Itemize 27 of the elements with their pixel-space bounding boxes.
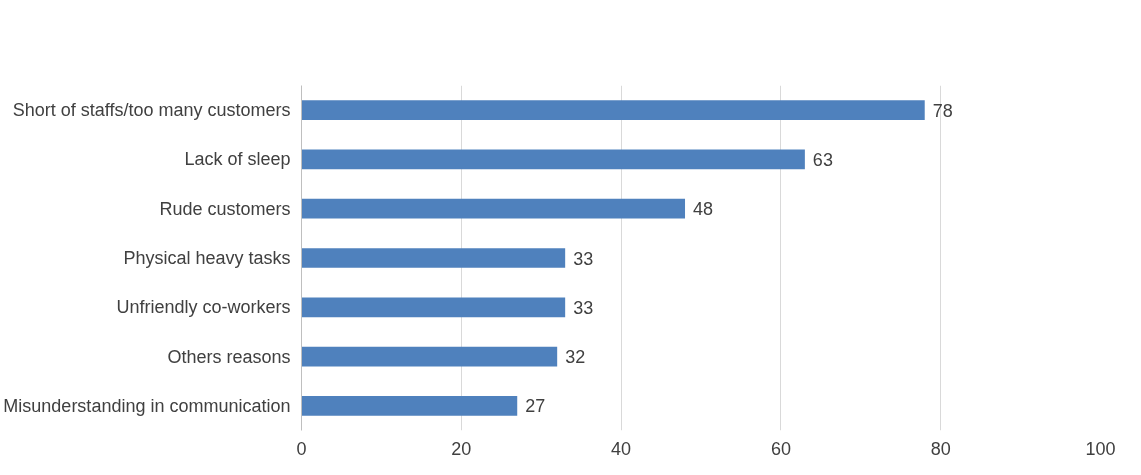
data-label: 33	[573, 248, 594, 269]
x-tick-label: 0	[296, 438, 307, 459]
data-label: 27	[525, 396, 546, 417]
data-label: 78	[932, 100, 953, 121]
y-tick-label: Misunderstanding in communication	[3, 395, 291, 416]
bar	[301, 198, 686, 219]
x-tick-label: 60	[770, 438, 791, 459]
data-label: 32	[565, 347, 586, 368]
y-tick-label: Others reasons	[167, 346, 291, 367]
data-label: 48	[693, 199, 714, 220]
y-tick-label: Short of staffs/too many customers	[12, 100, 291, 121]
y-tick-label: Lack of sleep	[184, 149, 291, 170]
bar	[301, 248, 566, 268]
bar	[301, 100, 925, 120]
bar	[301, 346, 558, 367]
data-label: 63	[812, 149, 833, 170]
x-tick-label: 20	[451, 438, 472, 459]
bar	[301, 396, 518, 416]
bar	[301, 149, 805, 170]
x-tick-label: 40	[611, 438, 632, 459]
bar	[301, 297, 566, 318]
y-tick-label: Rude customers	[159, 198, 291, 219]
y-tick-label: Unfriendly co-workers	[116, 297, 291, 318]
y-tick-label: Physical heavy tasks	[123, 248, 291, 268]
x-tick-label: 100	[1085, 438, 1116, 459]
data-label: 33	[573, 297, 594, 318]
x-tick-label: 80	[930, 438, 951, 459]
